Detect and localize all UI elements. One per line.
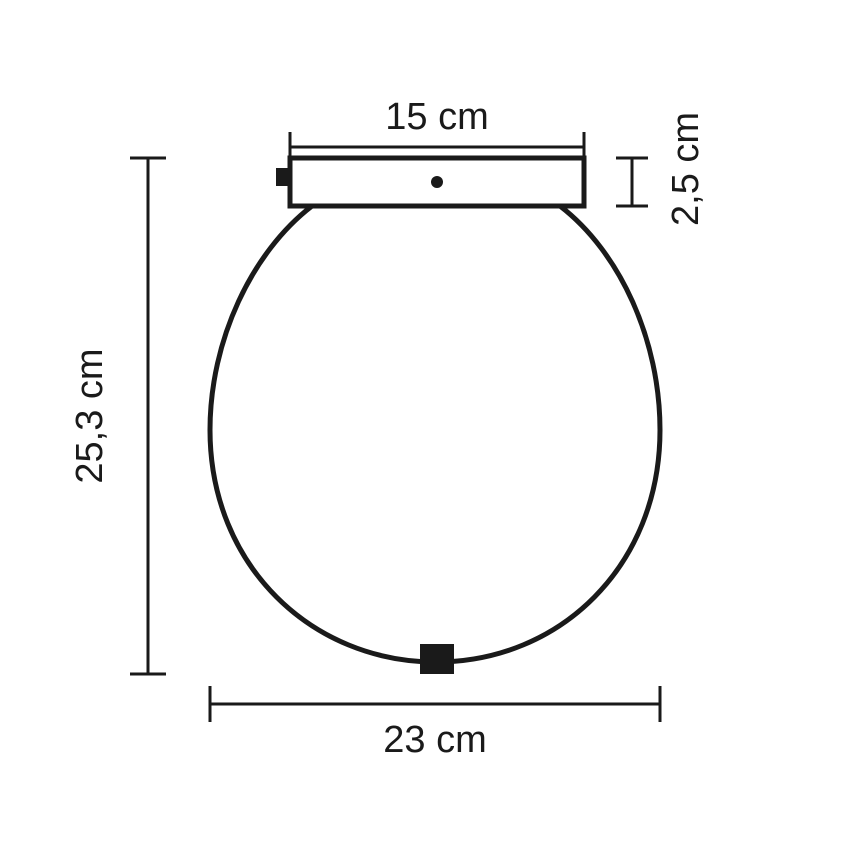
- dim-bottom-width-label: 23 cm: [383, 719, 486, 761]
- dimension-diagram: 15 cm 2,5 cm 25,3 cm 23 cm: [0, 0, 868, 868]
- dim-top-width: 15 cm: [290, 96, 584, 158]
- dim-mount-height-label: 2,5 cm: [665, 112, 707, 226]
- mount-tab: [276, 168, 290, 186]
- dim-mount-height: 2,5 cm: [616, 112, 707, 226]
- bottom-nub: [420, 644, 454, 674]
- mount-hole-icon: [431, 176, 443, 188]
- dim-top-width-label: 15 cm: [385, 96, 488, 138]
- dim-total-height: 25,3 cm: [69, 158, 166, 674]
- dim-bottom-width: 23 cm: [210, 686, 660, 761]
- glass-outline: [210, 206, 660, 662]
- dim-total-height-label: 25,3 cm: [69, 348, 111, 483]
